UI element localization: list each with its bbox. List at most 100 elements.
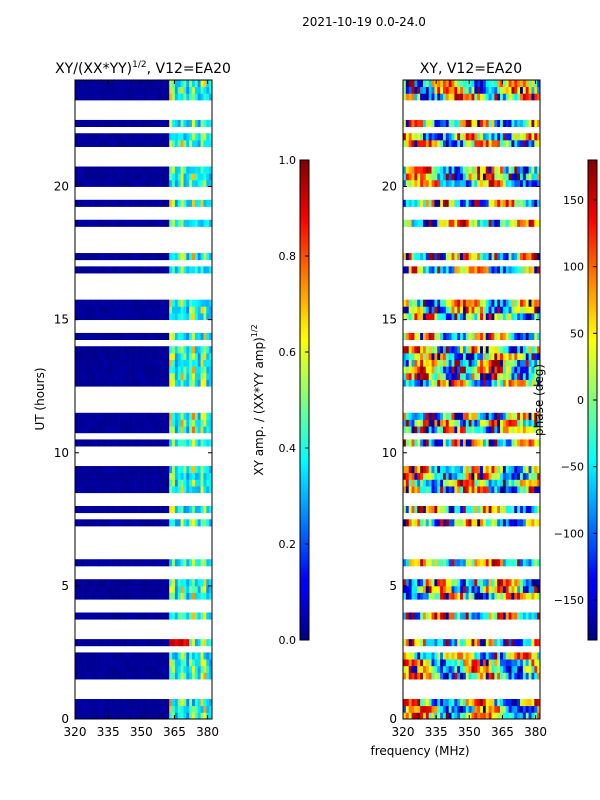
phase-cell xyxy=(422,166,427,174)
amp-cell xyxy=(89,219,93,227)
phase-cell xyxy=(465,266,470,274)
phase-cell xyxy=(508,579,512,587)
amp-cell xyxy=(166,173,170,181)
phase-cell xyxy=(440,366,444,374)
phase-cell xyxy=(405,179,410,187)
phase-cell xyxy=(442,253,447,261)
phase-cell xyxy=(528,665,532,673)
amp-cell xyxy=(89,585,93,593)
phase-cell xyxy=(517,712,521,720)
amp-cell xyxy=(152,312,156,321)
phase-cell xyxy=(451,346,455,354)
amp-cell xyxy=(126,519,130,527)
phase-cell xyxy=(522,472,527,480)
amp-cell xyxy=(180,359,184,367)
amp-cell xyxy=(140,352,144,360)
amp-cell xyxy=(137,506,142,514)
phase-cell xyxy=(485,426,490,434)
phase-cell xyxy=(480,659,484,667)
phase-cell xyxy=(411,366,415,374)
phase-cell xyxy=(442,705,447,713)
phase-cell xyxy=(445,479,450,487)
phase-cell xyxy=(460,173,464,181)
amp-cell xyxy=(140,612,144,620)
phase-cell xyxy=(425,359,430,367)
amp-cell xyxy=(92,312,96,321)
amp-cell xyxy=(100,366,104,374)
phase-cell xyxy=(471,306,475,314)
phase-cell xyxy=(494,306,498,314)
phase-cell xyxy=(411,299,415,307)
amp-cell xyxy=(114,426,119,434)
phase-cell xyxy=(525,426,529,434)
phase-cell xyxy=(474,173,478,181)
phase-cell xyxy=(460,312,464,321)
amp-cell xyxy=(112,86,116,94)
phase-cell xyxy=(525,639,529,647)
amp-cell xyxy=(129,133,133,141)
phase-cell xyxy=(457,479,461,487)
phase-cell xyxy=(517,80,521,88)
phase-cell xyxy=(454,133,458,141)
phase-cell xyxy=(488,299,492,307)
phase-cell xyxy=(414,479,418,487)
amp-cell xyxy=(169,672,173,680)
phase-cell xyxy=(434,639,438,647)
amp-cell xyxy=(132,266,136,274)
amp-cell xyxy=(172,712,176,720)
phase-cell xyxy=(437,559,441,567)
phase-cell xyxy=(460,579,464,587)
amp-cell xyxy=(166,639,170,647)
amp-cell xyxy=(94,93,99,101)
phase-cell xyxy=(517,352,521,360)
phase-cell xyxy=(405,672,410,680)
phase-cell xyxy=(494,80,498,88)
phase-cell xyxy=(440,359,444,367)
phase-cell xyxy=(517,346,521,354)
amp-cell xyxy=(143,219,147,227)
phase-cell xyxy=(403,352,407,360)
phase-cell xyxy=(531,139,535,147)
amp-cell xyxy=(137,579,142,587)
amp-cell xyxy=(92,559,96,567)
phase-cell xyxy=(485,199,490,207)
amp-cell xyxy=(209,372,213,380)
amp-cell xyxy=(146,652,150,660)
amp-cell xyxy=(134,585,139,593)
amp-cell xyxy=(172,173,176,181)
phase-cell xyxy=(437,346,441,354)
amp-cell xyxy=(169,639,173,647)
amp-cell xyxy=(152,179,156,187)
amp-cell xyxy=(109,705,113,713)
phase-cell xyxy=(451,352,455,360)
phase-cell xyxy=(508,266,512,274)
phase-cell xyxy=(437,379,441,387)
phase-cell xyxy=(431,672,435,680)
amp-cell xyxy=(120,306,124,314)
amp-cell xyxy=(129,266,133,274)
phase-cell xyxy=(474,119,478,127)
phase-cell xyxy=(431,712,435,720)
amp-cell xyxy=(140,652,144,660)
phase-cell xyxy=(520,506,524,514)
phase-cell xyxy=(491,346,495,354)
amp-cell xyxy=(106,579,110,587)
phase-cell xyxy=(514,612,518,620)
phase-cell xyxy=(534,659,538,667)
amp-cell xyxy=(75,306,79,314)
phase-cell xyxy=(511,439,515,447)
phase-cell xyxy=(408,479,412,487)
phase-cell xyxy=(448,699,452,707)
amp-cell xyxy=(180,439,184,447)
amp-cell xyxy=(83,612,87,620)
phase-cell xyxy=(462,559,467,567)
amp-cell xyxy=(157,312,162,321)
amp-cell xyxy=(100,672,104,680)
amp-cell xyxy=(117,579,122,587)
amp-cell xyxy=(137,266,142,274)
amp-cell xyxy=(157,93,162,101)
phase-cell xyxy=(480,133,484,141)
phase-cell xyxy=(471,466,475,474)
amp-cell xyxy=(169,346,173,354)
amp-cell xyxy=(83,133,87,141)
